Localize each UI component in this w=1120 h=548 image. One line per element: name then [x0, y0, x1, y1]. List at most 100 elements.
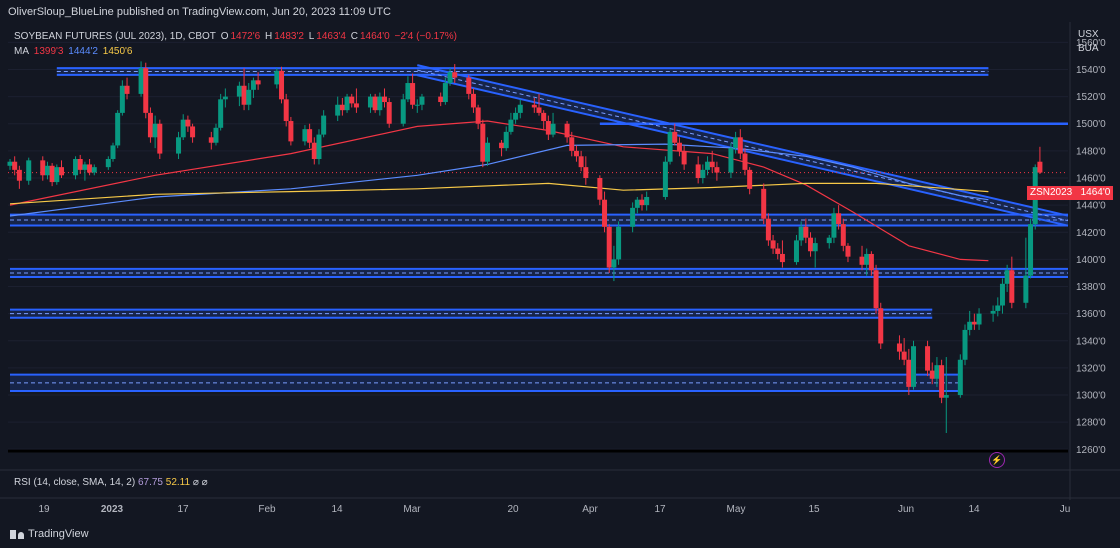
candle-body — [639, 199, 645, 206]
candle-body — [241, 85, 247, 105]
candle-body — [77, 159, 83, 170]
x-axis-tick-label: 20 — [507, 504, 519, 515]
y-axis-tick-label: 1560'0 — [1076, 38, 1106, 49]
candle-body — [452, 72, 458, 78]
candle-body — [836, 213, 842, 225]
ma2-value: 1444'2 — [68, 46, 98, 57]
candle-body — [742, 153, 748, 170]
candle-body — [12, 161, 18, 170]
candle-body — [864, 253, 870, 265]
candle-body — [868, 253, 874, 271]
candle-body — [54, 167, 60, 183]
candle-body — [115, 112, 121, 146]
candle-body — [475, 107, 481, 124]
candle-body — [517, 104, 523, 113]
close-label: C — [350, 31, 358, 42]
candle-body — [896, 343, 902, 352]
rsi-legend: RSI (14, close, SMA, 14, 2) 67.75 52.11 … — [14, 477, 208, 488]
candle-body — [447, 72, 453, 84]
candle-body — [531, 104, 537, 108]
candle-body — [808, 237, 814, 252]
candle-body — [480, 123, 486, 162]
candle-body — [695, 164, 701, 178]
rsi-na-2: ⌀ — [201, 477, 208, 488]
candle-body — [859, 256, 865, 265]
currency-line-1: USX — [1078, 29, 1099, 40]
candle-body — [311, 142, 317, 160]
candle-body — [16, 169, 22, 181]
candle-body — [957, 359, 963, 396]
candle-body — [681, 150, 687, 165]
candle-body — [962, 329, 968, 360]
y-axis-tick-label: 1260'0 — [1076, 445, 1106, 456]
candle-body — [44, 165, 50, 176]
candle-body — [616, 226, 622, 260]
candle-body — [157, 123, 163, 154]
candle-body — [667, 131, 673, 162]
open-label: O — [220, 31, 229, 42]
candle-body — [765, 218, 771, 241]
x-axis-tick-label: 14 — [968, 504, 980, 515]
candle-body — [124, 85, 130, 94]
candle-body — [367, 96, 373, 108]
currency-unit: USX BUA — [1078, 28, 1099, 56]
candle-body — [218, 99, 224, 128]
candle-body — [901, 351, 907, 360]
candle-body — [382, 96, 388, 103]
candle-body — [400, 99, 406, 124]
candle-body — [82, 164, 88, 170]
candle-body — [630, 207, 636, 227]
candle-body — [274, 70, 280, 85]
candle-body — [339, 104, 345, 111]
low-label: L — [308, 31, 315, 42]
x-axis-tick-label: 14 — [331, 504, 343, 515]
high-label: H — [264, 31, 273, 42]
y-axis-tick-label: 1380'0 — [1076, 282, 1106, 293]
candle-body — [321, 115, 327, 135]
candle-body — [873, 270, 879, 309]
x-axis-tick-label: 19 — [38, 504, 50, 515]
candle-body — [770, 240, 776, 249]
ma-label[interactable]: MA — [14, 46, 29, 57]
candle-body — [662, 161, 668, 197]
candle-body — [676, 142, 682, 151]
x-axis-tick-label: 17 — [177, 504, 189, 515]
x-axis-tick-label: Apr — [582, 504, 598, 515]
price-zone[interactable] — [10, 309, 933, 318]
x-axis-tick-label: Mar — [403, 504, 421, 515]
candle-body — [213, 127, 219, 143]
candle-body — [845, 245, 851, 257]
x-axis-tick-label: Jun — [898, 504, 914, 515]
candle-body — [602, 199, 608, 227]
candle-body — [906, 359, 912, 387]
candle-body — [878, 308, 884, 344]
candle-body — [597, 177, 603, 200]
candle-body — [58, 167, 64, 176]
candle-body — [831, 213, 837, 238]
candle-body — [255, 80, 261, 85]
price-zone[interactable] — [10, 374, 961, 391]
symbol-name[interactable]: SOYBEAN FUTURES (JUL 2023), 1D, CBOT — [14, 31, 216, 42]
candle-body — [40, 160, 46, 176]
candle-body — [246, 89, 252, 105]
candle-body — [180, 119, 186, 138]
candle-body — [190, 126, 196, 138]
y-axis-tick-label: 1420'0 — [1076, 228, 1106, 239]
candle-body — [288, 121, 294, 142]
candle-body — [143, 68, 149, 113]
candle-body — [747, 169, 753, 189]
rsi-na-1: ⌀ — [192, 477, 199, 488]
rsi-label[interactable]: RSI (14, close, SMA, 14, 2) — [14, 477, 136, 488]
candle-body — [73, 159, 79, 176]
tradingview-logo-icon — [10, 529, 24, 539]
y-axis-tick-label: 1400'0 — [1076, 255, 1106, 266]
candle-body — [1037, 161, 1043, 173]
rsi-value: 67.75 — [137, 477, 163, 488]
y-axis-tick-label: 1520'0 — [1076, 92, 1106, 103]
lightning-icon[interactable]: ⚡ — [989, 452, 1005, 468]
y-axis-tick-label: 1320'0 — [1076, 363, 1106, 374]
candle-body — [541, 112, 547, 122]
candle-body — [569, 137, 575, 151]
candle-body — [826, 237, 832, 244]
